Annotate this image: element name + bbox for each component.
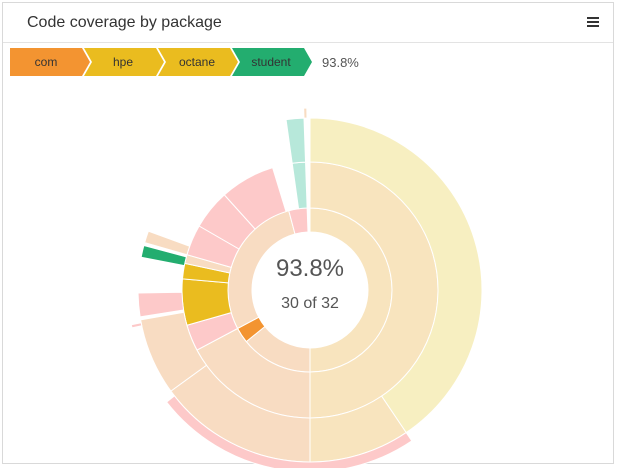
sunburst-rings <box>130 107 483 468</box>
sunburst-segment-l3-0[interactable] <box>309 117 483 434</box>
sunburst-segment-l3-7[interactable] <box>285 117 307 164</box>
card-header: Code coverage by package <box>3 3 613 43</box>
breadcrumb-chevron[interactable] <box>84 48 164 76</box>
breadcrumb-label: octane <box>179 55 215 69</box>
center-hole <box>252 232 368 348</box>
breadcrumb-percent: 93.8% <box>322 55 359 70</box>
breadcrumb-item-com[interactable]: com <box>10 48 90 76</box>
sunburst-segment-l4-0[interactable] <box>165 395 413 468</box>
breadcrumb-item-octane[interactable]: octane <box>158 48 238 76</box>
sunburst-segment-l4-2[interactable] <box>303 107 308 119</box>
breadcrumb-label: hpe <box>113 55 133 69</box>
sunburst-segment-l3-5[interactable] <box>140 244 187 267</box>
center-count: 30 of 32 <box>281 295 339 312</box>
breadcrumb-chevron[interactable] <box>10 48 90 76</box>
card-title: Code coverage by package <box>27 14 222 31</box>
breadcrumb-item-student[interactable]: student <box>232 48 312 76</box>
center-percent: 93.8% <box>276 255 344 282</box>
sunburst-segment-l2-9[interactable] <box>291 161 308 210</box>
breadcrumb-label: com <box>35 55 58 69</box>
breadcrumb-chevron[interactable] <box>158 48 238 76</box>
breadcrumb-trail: com hpe octane student <box>10 48 312 76</box>
hamburger-menu-icon[interactable] <box>587 17 599 27</box>
breadcrumb-chevron[interactable] <box>232 48 312 76</box>
breadcrumb-label: student <box>251 55 291 69</box>
sunburst-segment-l4-1[interactable] <box>130 322 143 329</box>
breadcrumb-item-hpe[interactable]: hpe <box>84 48 164 76</box>
sunburst-segment-l3-3[interactable] <box>140 311 208 392</box>
sunburst-segment-l3-6[interactable] <box>144 230 191 256</box>
sunburst-segment-l3-4[interactable] <box>137 291 185 318</box>
sunburst-segment-l2-8[interactable] <box>223 166 287 230</box>
